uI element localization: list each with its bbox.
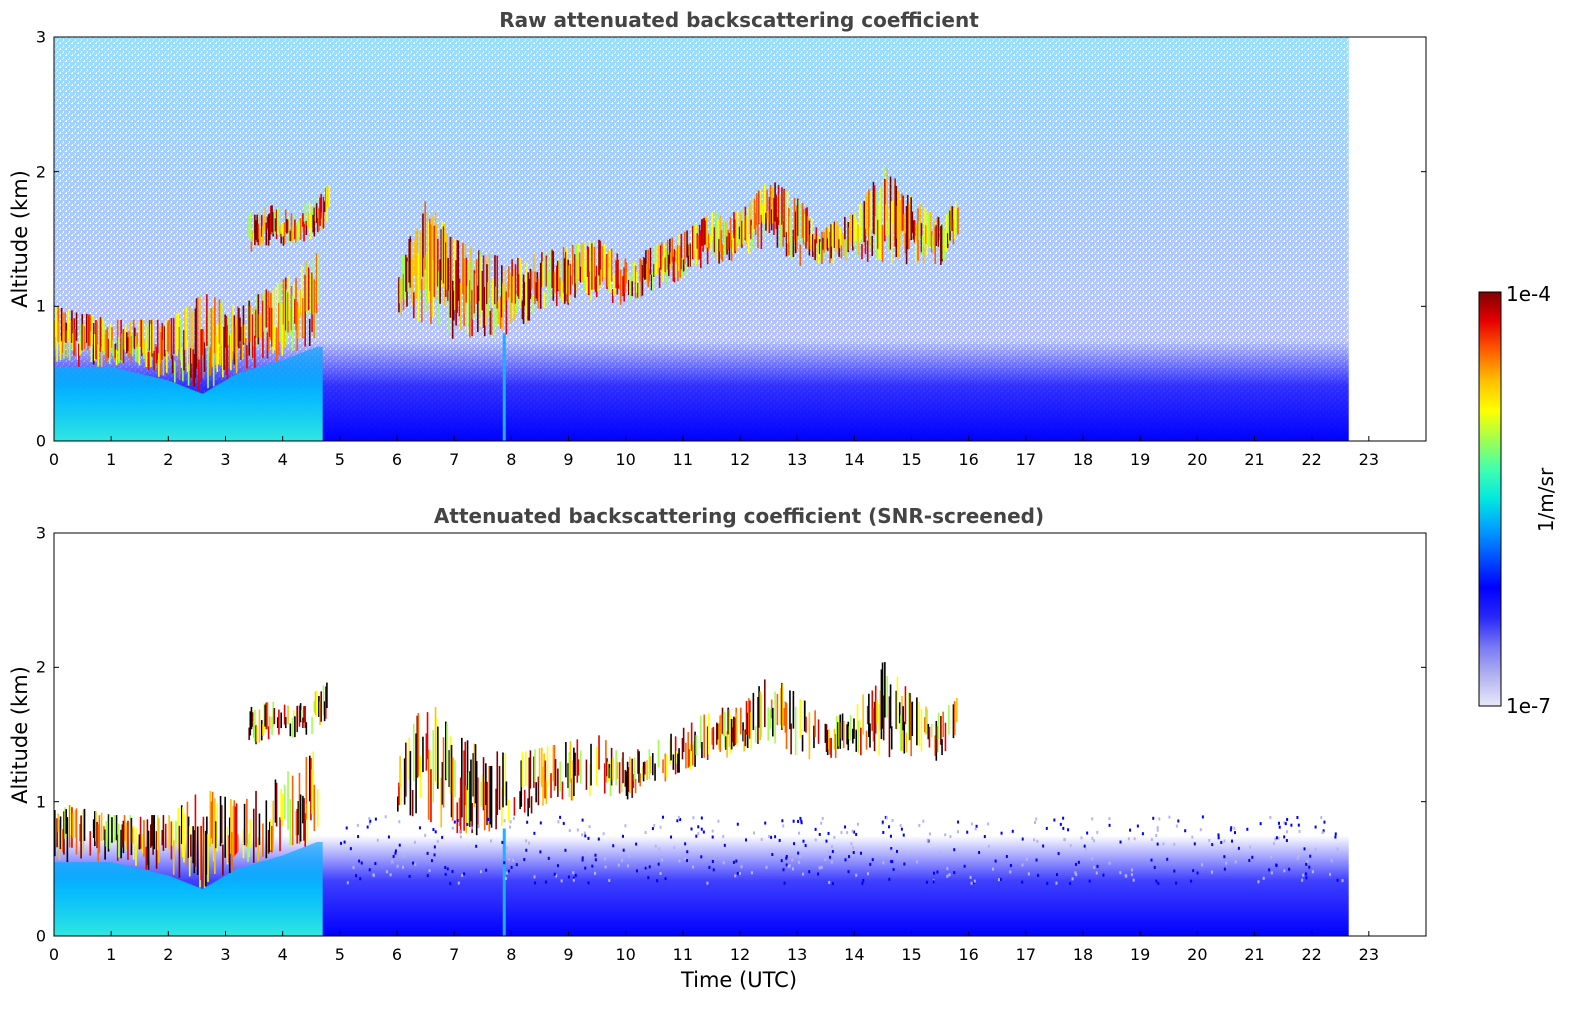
x-tick-label: 2	[163, 945, 174, 964]
vertical-streak	[502, 333, 506, 441]
colorbar-max-label: 1e-4	[1506, 282, 1551, 306]
y-tick-label: 3	[35, 523, 46, 543]
y-tick-label: 3	[35, 27, 46, 47]
x-tick-label: 3	[220, 945, 231, 964]
x-tick-label: 22	[1301, 945, 1322, 964]
x-tick-label: 9	[563, 945, 574, 964]
y-tick-label: 2	[35, 162, 46, 182]
x-axis-label: Time (UTC)	[680, 968, 798, 992]
x-tick-label: 17	[1015, 450, 1037, 469]
x-tick-label: 6	[391, 945, 403, 964]
screened-speckle	[340, 815, 1344, 886]
x-tick-label: 0	[48, 945, 60, 964]
x-tick-label: 13	[786, 450, 808, 469]
x-tick-label: 18	[1072, 450, 1094, 469]
heatmap-field	[54, 662, 1349, 936]
cloud-layer-0	[54, 252, 319, 392]
x-tick-label: 12	[729, 450, 751, 469]
y-tick-label: 0	[35, 431, 46, 451]
x-tick-label: 21	[1244, 450, 1265, 469]
x-tick-label: 15	[901, 450, 922, 469]
vertical-streak	[502, 828, 506, 936]
x-tick-label: 1	[106, 945, 117, 964]
x-tick-label: 5	[334, 450, 345, 469]
x-tick-label: 12	[729, 945, 751, 964]
y-tick-label: 0	[35, 926, 46, 946]
cloud-layer-1	[248, 185, 330, 252]
x-tick-label: 9	[563, 450, 574, 469]
cloud-layer-2	[397, 164, 959, 339]
top-panel	[53, 36, 1427, 442]
x-tick-label: 8	[506, 450, 517, 469]
heatmap-field	[54, 37, 1349, 441]
x-tick-label: 7	[449, 450, 460, 469]
x-tick-label: 19	[1129, 945, 1151, 964]
cloud-layer-1	[248, 682, 328, 745]
x-tick-label: 23	[1358, 945, 1380, 964]
x-tick-label: 17	[1015, 945, 1037, 964]
x-tick-label: 21	[1244, 945, 1265, 964]
cloud-layer-2	[397, 662, 958, 836]
bottom-panel-title: Attenuated backscattering coefficient (S…	[433, 504, 1045, 528]
x-tick-label: 7	[449, 945, 460, 964]
x-tick-label: 16	[958, 450, 979, 469]
x-tick-label: 0	[48, 450, 60, 469]
aerosol-layer	[54, 841, 323, 936]
colorbar	[1478, 291, 1502, 707]
colorbar-units-label: 1/m/sr	[1534, 467, 1558, 533]
x-tick-label: 11	[672, 945, 694, 964]
x-tick-label: 19	[1129, 450, 1151, 469]
x-tick-label: 20	[1187, 945, 1208, 964]
x-tick-label: 13	[786, 945, 808, 964]
x-tick-label: 1	[106, 450, 117, 469]
cloud-layer-0	[54, 751, 319, 889]
x-tick-label: 20	[1187, 450, 1208, 469]
colorbar-min-label: 1e-7	[1506, 694, 1551, 718]
x-tick-label: 3	[220, 450, 231, 469]
x-tick-label: 22	[1301, 450, 1322, 469]
colorbar-gradient	[1478, 291, 1502, 707]
x-tick-label: 15	[901, 945, 922, 964]
y-tick-label: 1	[35, 792, 46, 812]
x-tick-label: 6	[391, 450, 403, 469]
x-tick-label: 4	[277, 450, 288, 469]
x-tick-label: 10	[615, 450, 636, 469]
top-panel-title: Raw attenuated backscattering coefficien…	[499, 8, 979, 32]
x-tick-label: 4	[277, 945, 288, 964]
x-tick-label: 18	[1072, 945, 1094, 964]
x-tick-label: 14	[844, 450, 865, 469]
x-tick-label: 23	[1358, 450, 1380, 469]
bottom-panel	[53, 532, 1427, 937]
x-tick-label: 11	[672, 450, 694, 469]
x-tick-label: 14	[844, 945, 865, 964]
x-tick-label: 8	[506, 945, 517, 964]
x-tick-label: 16	[958, 945, 979, 964]
x-tick-label: 10	[615, 945, 636, 964]
x-tick-label: 2	[163, 450, 174, 469]
y-tick-label: 1	[35, 296, 46, 316]
aerosol-layer	[54, 346, 323, 441]
x-tick-label: 5	[334, 945, 345, 964]
y-tick-label: 2	[35, 657, 46, 677]
